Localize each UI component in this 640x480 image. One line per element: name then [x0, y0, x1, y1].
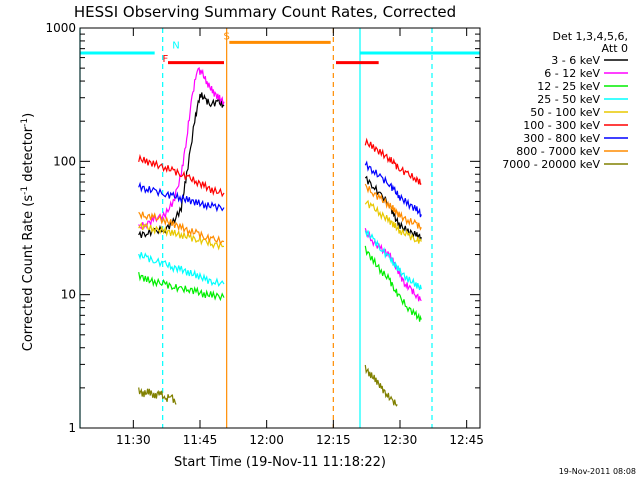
y-axis-label-sup2: -1 [20, 118, 30, 127]
chart-title: HESSI Observing Summary Count Rates, Cor… [74, 3, 456, 21]
series-line [138, 387, 177, 405]
series-line [138, 66, 225, 230]
x-tick-label: 12:30 [383, 433, 418, 447]
series-line [138, 211, 225, 245]
footer-date: 19-Nov-2011 08:08 [559, 467, 636, 476]
annotation-f: F [162, 54, 168, 65]
x-tick-label: 11:30 [116, 433, 151, 447]
annotation-n: N [172, 41, 179, 52]
series-line [364, 160, 422, 218]
series-line [364, 183, 422, 231]
series-line [364, 364, 398, 407]
y-tick-label: 10 [61, 288, 76, 302]
series-line [364, 199, 422, 244]
series-line [138, 271, 225, 302]
legend-entry-label: 25 - 50 keV [537, 93, 600, 106]
legend-header-1: Det 1,3,4,5,6, [552, 30, 628, 43]
series-line [138, 181, 225, 213]
legend-entry-label: 12 - 25 keV [537, 80, 600, 93]
series-line [364, 230, 422, 291]
series-line [138, 92, 225, 239]
x-axis-label: Start Time (19-Nov-11 11:18:22) [174, 455, 386, 470]
y-axis-label-mid: detector [21, 126, 36, 186]
legend-entry-label: 7000 - 20000 keV [502, 158, 600, 171]
y-tick-label: 1 [68, 421, 76, 435]
axes-frame [79, 27, 481, 429]
x-tick-label: 11:45 [183, 433, 218, 447]
series-line [364, 137, 422, 186]
x-tick-label: 12:00 [249, 433, 284, 447]
legend-entry-label: 3 - 6 keV [551, 54, 600, 67]
y-axis-label-main: Corrected Count Rate (s [21, 195, 36, 352]
y-axis-label-sup1: -1 [20, 186, 30, 195]
series-line [138, 221, 225, 251]
series-line [364, 245, 422, 322]
legend-entry-label: 100 - 300 keV [523, 119, 600, 132]
legend-entry-label: 300 - 800 keV [523, 132, 600, 145]
x-tick-label: 12:15 [316, 433, 351, 447]
annotation-s: S [223, 31, 229, 42]
series-line [138, 252, 225, 287]
legend-entry-label: 6 - 12 keV [544, 67, 600, 80]
legend-entry-label: 800 - 7000 keV [516, 145, 600, 158]
series-line [138, 153, 225, 198]
y-axis-label-end: ) [21, 113, 36, 118]
legend-header-2: Att 0 [602, 42, 628, 55]
x-tick-label: 12:45 [449, 433, 484, 447]
y-axis-label: Corrected Count Rate (s-1 detector-1) [20, 113, 36, 351]
plot-layer: FN S [79, 28, 480, 428]
legend-entry-label: 50 - 100 keV [530, 106, 600, 119]
y-tick-label: 100 [53, 154, 76, 168]
y-tick-label: 1000 [45, 21, 76, 35]
axes-layer: 11:30 11:45 12:00 12:15 12:30 12:45 1 10 100 1000 [45, 21, 484, 447]
